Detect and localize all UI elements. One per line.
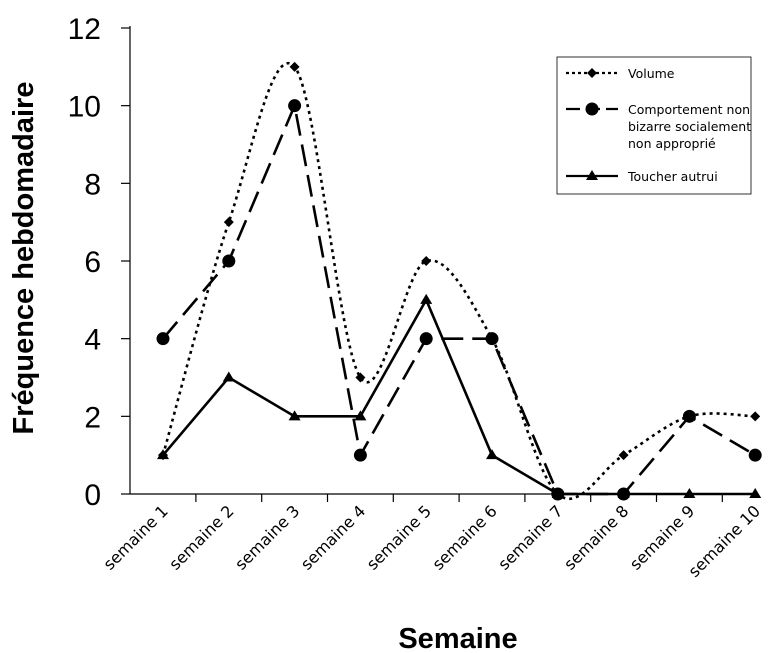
legend-marker <box>585 102 599 116</box>
data-point <box>682 409 696 423</box>
data-point <box>419 332 433 346</box>
data-point <box>355 372 366 383</box>
legend-marker <box>587 68 597 78</box>
x-tick-label: semaine 5 <box>363 501 435 573</box>
legend-entry: Comportement non bizarre socialement non a… <box>566 102 751 151</box>
data-point <box>617 488 630 498</box>
legend-label: non approprié <box>628 136 716 151</box>
data-point <box>420 293 433 304</box>
y-tick-label: 0 <box>84 479 101 512</box>
legend-entry: Toucher autrui <box>566 169 718 184</box>
series-layer <box>156 61 762 501</box>
data-point <box>157 449 169 460</box>
data-point <box>354 410 367 421</box>
x-tick-label: semaine 1 <box>100 501 172 573</box>
x-tick-label: semaine 6 <box>429 501 501 573</box>
data-point <box>748 448 762 462</box>
data-point <box>485 332 499 346</box>
data-point <box>156 332 170 346</box>
y-tick-label: 10 <box>68 91 101 124</box>
data-point <box>551 488 564 498</box>
x-tick-label: semaine 3 <box>231 501 303 573</box>
data-point <box>421 256 432 266</box>
data-point <box>288 99 302 113</box>
legend-label: Comportement non <box>628 102 750 117</box>
legend-label: Toucher autrui <box>627 169 718 184</box>
x-tick-label: semaine 9 <box>626 501 698 573</box>
data-point <box>618 450 629 461</box>
y-tick-label: 2 <box>84 401 101 434</box>
legend-label: bizarre socialement <box>628 119 751 134</box>
legend-label: Volume <box>628 66 675 81</box>
legend-entry: Volume <box>566 66 675 81</box>
data-point <box>289 61 300 72</box>
series-3 <box>157 293 762 498</box>
x-axis-label: Semaine <box>398 623 517 653</box>
x-tick-label: semaine 8 <box>560 501 632 573</box>
data-point <box>486 449 498 460</box>
series-line <box>162 296 756 496</box>
y-axis-label: Fréquence hebdomadaire <box>8 82 40 435</box>
x-tick-label: semaine 4 <box>297 501 369 573</box>
series-line <box>162 101 756 496</box>
data-point <box>353 448 367 462</box>
legend-box <box>556 56 752 195</box>
y-tick-labels: 0 2 4 6 8 10 12 <box>68 13 101 512</box>
data-point <box>288 410 301 421</box>
data-point <box>223 217 234 228</box>
y-tick-label: 8 <box>84 168 101 201</box>
x-tick-label: semaine 7 <box>494 501 566 573</box>
data-point <box>222 371 235 382</box>
y-tick-label: 4 <box>84 324 101 357</box>
y-tick-label: 12 <box>68 13 101 46</box>
legend: Volume Comportement non bizarre socialemen… <box>556 56 752 195</box>
data-point <box>683 488 696 498</box>
x-tick-label: semaine 2 <box>165 501 237 573</box>
legend-marker <box>586 170 598 180</box>
data-point <box>749 488 762 498</box>
data-point <box>222 254 236 268</box>
y-tick-label: 6 <box>84 246 101 279</box>
data-point <box>750 411 761 422</box>
